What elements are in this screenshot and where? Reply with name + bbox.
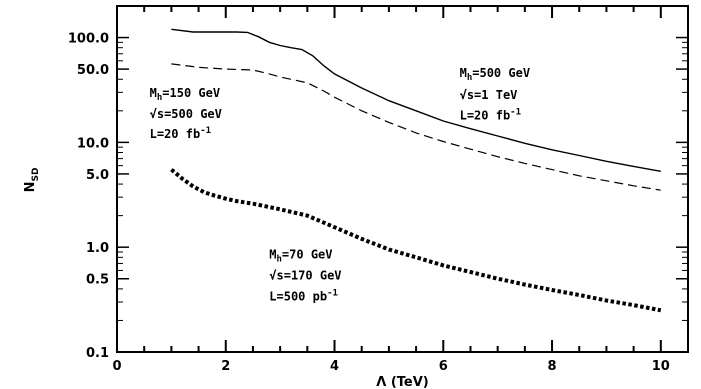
annotation: L=20 fb-1 <box>460 108 521 123</box>
series-line-dotted <box>170 168 662 313</box>
series-line-solid <box>171 28 661 172</box>
x-tick-label: 4 <box>330 359 339 374</box>
annotation: √s=1 TeV <box>460 88 518 102</box>
y-tick-label: 5.0 <box>86 168 109 183</box>
series-group <box>170 28 662 313</box>
x-axis-title: Λ (TeV) <box>376 375 429 389</box>
series-line-dashed <box>171 63 661 191</box>
labels-group: 0 2 4 6 8 10 0.1 0.5 1.0 5.0 10.0 50.0 100.0 Λ (TeV) N… <box>23 32 670 389</box>
annotation: √s=170 GeV <box>269 269 341 283</box>
annotation: L=500 pb-1 <box>269 288 338 303</box>
x-tick-label: 2 <box>221 359 230 374</box>
y-tick-label: 10.0 <box>77 136 109 151</box>
ticks-group <box>116 5 688 353</box>
y-tick-label: 50.0 <box>77 63 109 78</box>
plot-frame <box>116 5 689 353</box>
x-tick-label: 10 <box>652 359 670 374</box>
annotation: Mh=70 GeV <box>269 247 332 264</box>
annotation: Mh=500 GeV <box>460 66 530 83</box>
y-axis-title: NSD <box>23 168 41 193</box>
annotation: L=20 fb-1 <box>150 126 211 141</box>
annotation: √s=500 GeV <box>150 107 222 121</box>
y-tick-label: 0.1 <box>86 346 109 361</box>
annotations-group: Mh=150 GeV √s=500 GeV L=20 fb-1 Mh=500 GeV √… <box>150 66 530 303</box>
plot-frame-group <box>116 5 689 353</box>
x-tick-label: 6 <box>439 359 448 374</box>
x-tick-label: 8 <box>548 359 557 374</box>
annotation: Mh=150 GeV <box>150 86 220 103</box>
y-tick-label: 0.5 <box>86 273 109 288</box>
y-tick-label: 100.0 <box>68 32 109 47</box>
x-tick-label: 0 <box>112 359 121 374</box>
y-tick-label: 1.0 <box>86 241 109 256</box>
